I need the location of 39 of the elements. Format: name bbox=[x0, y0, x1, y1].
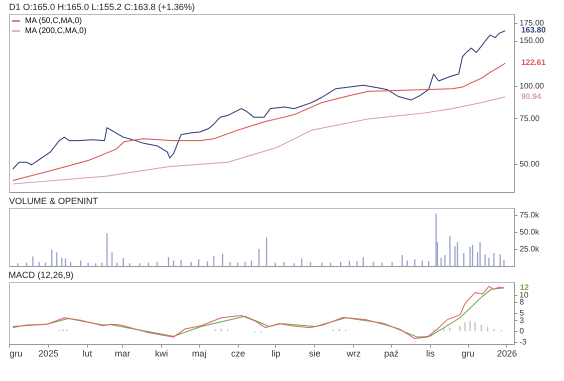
x-tick-label: lis bbox=[426, 348, 436, 358]
annotation: 12 bbox=[520, 282, 530, 292]
x-tick-label: wrz bbox=[346, 348, 362, 358]
y-tick-label: 3 bbox=[520, 316, 524, 325]
x-tick-label: cze bbox=[231, 348, 246, 358]
chart-title: VOLUME & OPENINT bbox=[9, 196, 99, 206]
x-tick-label: mar bbox=[114, 348, 130, 358]
annotation: 122.61 bbox=[521, 58, 546, 68]
y-tick-label: 25.0k bbox=[520, 244, 540, 254]
y-tick-label: 175.00 bbox=[520, 18, 545, 28]
y-tick-label: -3 bbox=[520, 338, 528, 347]
y-tick-label: 100.00 bbox=[520, 82, 545, 91]
y-tick-label: 75.00 bbox=[520, 114, 540, 123]
x-tick-label: lip bbox=[271, 348, 280, 358]
x-tick-label: gru bbox=[10, 348, 23, 358]
y-tick-label: 75.0k bbox=[520, 210, 540, 220]
y-tick-label: 8 bbox=[520, 298, 524, 307]
annotation: 163.80 bbox=[521, 26, 546, 35]
y-tick-label: 5 bbox=[520, 308, 524, 318]
annotation: 90.94 bbox=[521, 92, 542, 101]
x-tick-label: sie bbox=[309, 348, 321, 358]
y-tick-label: 50.0k bbox=[520, 227, 540, 236]
x-tick-label: 2025 bbox=[38, 348, 58, 358]
x-tick-label: kwi bbox=[155, 348, 168, 358]
x-tick-label: gru bbox=[462, 348, 475, 358]
y-tick-label: 0 bbox=[520, 326, 524, 336]
line-series bbox=[12, 62, 506, 182]
y-tick-label: 150.00 bbox=[520, 36, 545, 46]
y-tick-label: 50.00 bbox=[520, 160, 540, 169]
legend-label: MA (50,C,MA,0) bbox=[25, 16, 82, 25]
x-tick-label: lut bbox=[82, 348, 93, 358]
x-tick-label: paź bbox=[384, 348, 400, 358]
chart-title: MACD (12,26,9) bbox=[8, 270, 74, 280]
legend-label: MA (200,C,MA,0) bbox=[25, 26, 87, 35]
x-tick-label: maj bbox=[192, 348, 206, 358]
line-series bbox=[12, 96, 506, 184]
x-tick-label: 2026 bbox=[496, 348, 517, 358]
y-tick-label: 10 bbox=[520, 290, 529, 300]
chart-title: D1 O:165.0 H:165.0 L:155.2 C:163.8 (+1.36%) bbox=[9, 2, 195, 12]
